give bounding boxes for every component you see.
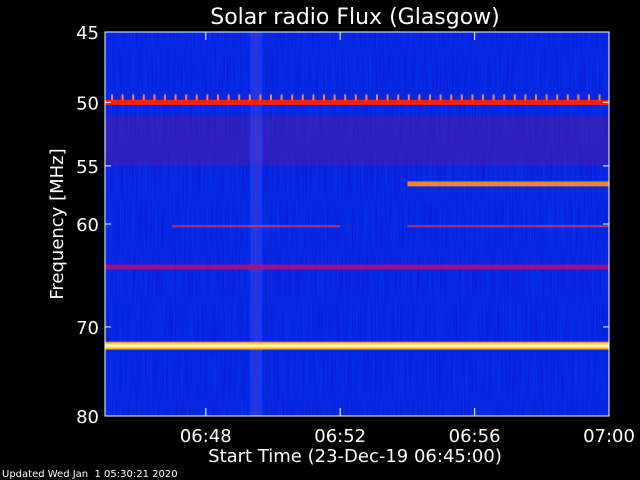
interference-spike: [566, 94, 569, 101]
interference-spike: [217, 94, 219, 101]
interference-spike: [132, 94, 135, 101]
spectral-band: [407, 181, 609, 187]
background-wash: [105, 115, 609, 166]
interference-spike: [291, 94, 294, 101]
interference-spike: [386, 94, 389, 101]
interference-spike: [121, 94, 124, 101]
interference-spike: [588, 94, 590, 101]
interference-spike: [142, 94, 145, 101]
interference-spike: [556, 94, 559, 101]
y-tick-label: 60: [76, 215, 99, 236]
interference-spike: [185, 94, 188, 101]
spectral-bands: [105, 32, 609, 416]
interference-spike: [407, 94, 410, 101]
spectral-band: [172, 225, 341, 228]
spectral-band: [105, 99, 609, 105]
interference-spike: [301, 94, 304, 101]
interference-spike: [439, 94, 442, 101]
spectral-band: [407, 225, 609, 228]
x-tick-label: 06:48: [180, 426, 232, 447]
interference-spike: [174, 94, 177, 101]
interference-spike: [280, 94, 283, 101]
x-tick-label: 06:56: [449, 426, 501, 447]
interference-spike: [206, 94, 209, 101]
interference-spike: [482, 94, 484, 101]
interference-spike: [344, 94, 347, 101]
y-ticks: 45 50 55 60 70 80: [76, 23, 609, 428]
interference-spike: [270, 94, 272, 101]
y-axis-label: Frequency [MHz]: [47, 148, 68, 299]
interference-spike: [376, 94, 378, 101]
interference-spike: [323, 94, 325, 101]
interference-spike: [238, 94, 241, 101]
x-tick-label: 07:00: [583, 426, 635, 447]
interference-spike: [195, 94, 198, 101]
spectral-band: [105, 341, 609, 350]
interference-spike: [460, 94, 463, 101]
interference-spike: [333, 94, 336, 101]
interference-spike: [429, 94, 431, 101]
interference-spike: [312, 94, 315, 101]
interference-spike: [153, 94, 156, 101]
interference-spike: [577, 94, 580, 101]
interference-spike: [471, 94, 474, 101]
updated-timestamp: Updated Wed Jan 1 05:30:21 2020: [2, 469, 178, 480]
interference-spike: [397, 94, 400, 101]
interference-spike: [248, 94, 251, 101]
y-tick-label: 55: [76, 157, 99, 178]
interference-spike: [450, 94, 453, 101]
x-axis-label: Start Time (23-Dec-19 06:45:00): [208, 446, 502, 467]
plot-area: 45 50 55 60 70 80 06:48 06:52 06:56 07:00: [76, 23, 635, 447]
interference-spike: [545, 94, 548, 101]
interference-spike: [503, 94, 506, 101]
interference-spike: [227, 94, 230, 101]
y-tick-label: 50: [76, 93, 99, 114]
interference-spike: [492, 94, 495, 101]
y-tick-label: 45: [76, 23, 99, 44]
interference-spike: [418, 94, 421, 101]
interference-spike: [164, 94, 166, 101]
spectral-band: [105, 264, 609, 270]
interference-spike: [111, 94, 113, 101]
vertical-feature-core: [255, 32, 258, 416]
interference-spikes: [111, 94, 601, 101]
plot-noise-texture: [105, 32, 609, 416]
x-ticks: 06:48 06:52 06:56 07:00: [180, 32, 635, 447]
interference-spike: [354, 94, 357, 101]
interference-spike: [365, 94, 368, 101]
x-tick-label: 06:52: [314, 426, 366, 447]
y-tick-label: 80: [76, 407, 99, 428]
interference-spike: [513, 94, 516, 101]
interference-spike: [598, 94, 601, 101]
chart-title: Solar radio Flux (Glasgow): [210, 5, 500, 30]
interference-spike: [524, 94, 527, 101]
interference-spike: [535, 94, 537, 101]
y-tick-label: 70: [76, 318, 99, 339]
interference-spike: [259, 94, 262, 101]
